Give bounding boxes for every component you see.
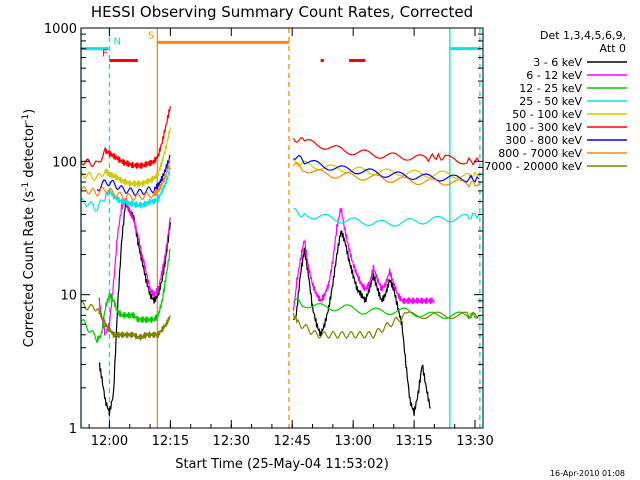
flag-N-label: N [113,37,120,48]
series-line-4-a [80,127,171,188]
x-tick-label-3: 12:45 [273,434,310,449]
series-line-1-b [292,208,435,311]
y-axis: 1 10 100 1000 [44,22,483,437]
x-axis-label: Start Time (25-May-04 11:53:02) [175,457,389,472]
series-line-5-a [80,105,171,170]
series-line-7-a [80,158,171,201]
x-tick-label-1: 12:15 [152,434,189,449]
legend-label-8: 7000 - 20000 keV [484,160,582,173]
legend-label-3: 25 - 50 keV [519,95,582,108]
y-tick-label-0: 1 [69,422,77,437]
x-tick-label-4: 13:00 [334,434,371,449]
x-axis: 12:00 12:15 12:30 12:45 13:00 13:15 13:30 [88,28,494,449]
series-lines [80,105,480,416]
legend-label-7: 800 - 7000 keV [498,147,582,160]
x-tick-label-2: 12:30 [213,434,250,449]
y-tick-label-1: 10 [60,289,77,304]
legend-header-0: Det 1,3,4,5,6,9, [540,29,626,42]
y-axis-label: Corrected Count Rate (s-1 detector-1) [21,109,37,347]
y-tick-label-3: 1000 [44,22,77,37]
y-tick-label-2: 100 [52,155,77,170]
legend-header-1: Att 0 [600,42,626,55]
series-line-6-a [96,154,171,197]
series-line-8-a [80,300,171,341]
x-tick-label-5: 13:15 [395,434,432,449]
series-line-8-b [292,311,480,340]
legend-label-0: 3 - 6 keV [533,56,582,69]
flag-F-label: F [102,49,108,60]
legend-label-1: 6 - 12 keV [526,69,582,82]
legend-label-6: 300 - 800 keV [505,134,582,147]
flag-S-label: S [148,30,154,41]
series-line-6-b [293,154,480,183]
series-line-3-a [80,167,171,213]
x-tick-label-6: 13:30 [456,434,493,449]
legend-label-5: 100 - 300 keV [505,121,582,134]
legend-label-4: 50 - 100 keV [512,108,582,121]
series-line-7-b [292,161,480,189]
series-line-5-b [292,137,480,166]
flag-bars: NF S [81,30,480,63]
time-markers [80,28,481,428]
series-line-3-b [293,208,480,227]
series-line-2-a [80,248,171,344]
footer-timestamp: 16-Apr-2010 01:08 [550,469,625,478]
plot-frame [80,27,484,429]
x-tick-label-0: 12:00 [91,434,128,449]
chart-title: HESSI Observing Summary Count Rates, Cor… [91,3,473,21]
series-line-2-b [292,297,480,320]
series-line-0-b [292,229,431,416]
legend-label-2: 12 - 25 keV [519,82,582,95]
